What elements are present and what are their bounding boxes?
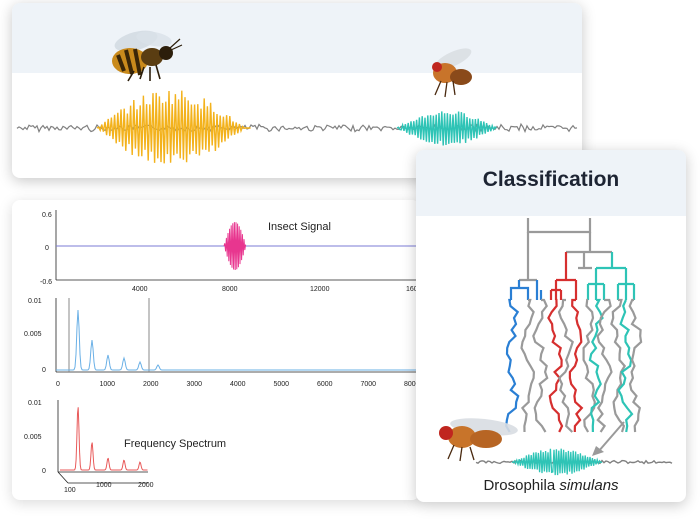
x-tick: 0 xyxy=(56,381,60,388)
analysis-charts: 0.6 0 -0.6 4000 8000 12000 160 Insect Si… xyxy=(24,210,420,494)
chart-label: Frequency Spectrum xyxy=(124,438,226,450)
x-tick: 2000 xyxy=(143,381,159,388)
arrow-head xyxy=(592,446,604,456)
x-tick: 6000 xyxy=(317,381,333,388)
x-tick: 8000 xyxy=(404,381,420,388)
signal-burst xyxy=(223,222,247,271)
spectrum-chart-zoom: 0.01 0.005 0 100 1000 2000 Frequency Spe… xyxy=(24,400,226,494)
y-tick: 0 xyxy=(45,245,49,252)
bee-signal xyxy=(96,90,251,164)
x-tick: 1000 xyxy=(96,482,112,489)
x-tick: 3000 xyxy=(187,381,203,388)
insect-signal-chart: 0.6 0 -0.6 4000 8000 12000 160 Insect Si… xyxy=(40,210,420,293)
y-tick: 0.6 xyxy=(42,212,52,219)
signal-analysis-panel: 0.6 0 -0.6 4000 8000 12000 160 Insect Si… xyxy=(12,200,420,500)
cluster-leaf-signals xyxy=(505,298,643,433)
x-tick: 5000 xyxy=(274,381,290,388)
classified-signal xyxy=(475,448,673,476)
chart-label: Insect Signal xyxy=(268,221,331,233)
x-tick: 4000 xyxy=(132,286,148,293)
fly-signal xyxy=(396,111,497,146)
species-epithet: simulans xyxy=(559,477,619,494)
species-caption: Drosophila simulans xyxy=(416,477,686,494)
y-tick: 0.01 xyxy=(28,298,42,305)
spectrum-line xyxy=(56,309,420,371)
cluster-tree xyxy=(509,218,636,300)
y-tick: 0.005 xyxy=(24,331,42,338)
x-tick: 8000 xyxy=(222,286,238,293)
y-tick: 0.01 xyxy=(28,400,42,407)
classification-title: Classification xyxy=(482,168,620,191)
y-tick: 0 xyxy=(42,468,46,475)
species-genus: Drosophila xyxy=(483,477,556,494)
spectrum-line xyxy=(60,407,148,471)
x-tick: 2000 xyxy=(138,482,154,489)
classification-header xyxy=(416,150,686,216)
spectrum-chart-full: 0.01 0.005 0 0 1000 2000 3000 4000 5000 6000 70… xyxy=(24,298,420,388)
x-tick: 4000 xyxy=(230,381,246,388)
x-tick: 100 xyxy=(64,487,76,494)
fruit-fly-icon xyxy=(432,48,472,98)
dendrogram xyxy=(439,218,673,476)
recording-waveform xyxy=(16,30,578,164)
y-tick: 0.005 xyxy=(24,434,42,441)
x-tick: 1000 xyxy=(100,381,116,388)
fruit-fly-icon xyxy=(439,418,518,462)
y-tick: -0.6 xyxy=(40,279,52,286)
x-tick: 7000 xyxy=(361,381,377,388)
recording-header-band xyxy=(12,3,582,73)
y-tick: 0 xyxy=(42,367,46,374)
x-tick: 160 xyxy=(406,286,418,293)
classification-panel: Classification Drosophila simula xyxy=(416,150,686,502)
honeybee-icon xyxy=(112,30,183,82)
x-tick: 12000 xyxy=(310,286,330,293)
arrow xyxy=(597,421,625,453)
recording-panel xyxy=(12,3,582,178)
